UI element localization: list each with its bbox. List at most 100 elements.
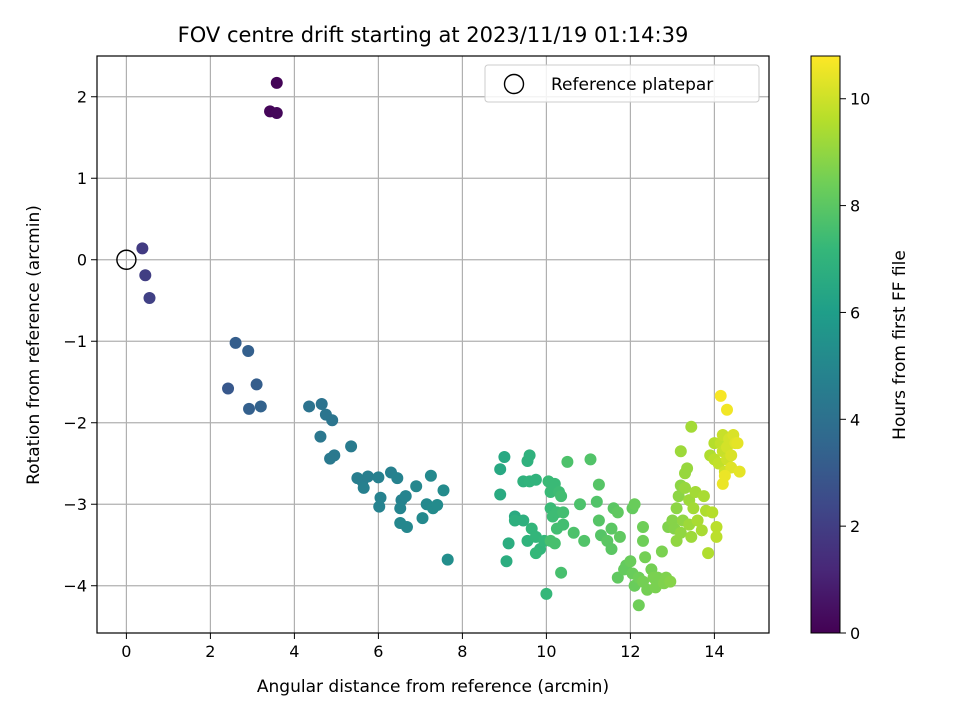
data-point [399, 490, 412, 503]
data-point [315, 397, 328, 410]
data-point [270, 76, 283, 89]
data-point [254, 400, 267, 413]
plot-frame [96, 55, 770, 634]
y-axis-label: Rotation from reference (arcmin) [24, 205, 44, 485]
data-point [687, 502, 700, 515]
y-tick-label: 1 [77, 169, 87, 188]
data-point [139, 269, 152, 282]
data-point [706, 506, 719, 519]
data-point [557, 506, 570, 519]
data-point [611, 506, 624, 519]
colorbar-gradient [810, 55, 841, 634]
x-tick-label: 4 [289, 642, 299, 661]
colorbar-tick-label: 10 [850, 90, 870, 109]
data-point [424, 469, 437, 482]
data-point [270, 107, 283, 120]
data-point [710, 521, 723, 534]
data-point [437, 484, 450, 497]
data-point [695, 524, 708, 537]
x-tick-label: 14 [704, 642, 724, 661]
data-point [655, 545, 668, 558]
data-point [372, 471, 385, 484]
data-point [517, 514, 530, 527]
data-point [391, 472, 404, 485]
data-point [632, 599, 645, 612]
data-point [394, 502, 407, 515]
data-point [592, 478, 605, 491]
data-point [590, 495, 603, 508]
data-point [243, 402, 256, 415]
y-tick-label: −1 [63, 332, 87, 351]
data-point [679, 481, 691, 494]
data-point [613, 530, 626, 543]
data-point [229, 336, 242, 349]
data-point [685, 420, 698, 433]
y-tick-label: 0 [77, 251, 87, 270]
colorbar-label: Hours from first FF file [890, 250, 910, 440]
x-axis-label: Angular distance from reference (arcmin) [257, 677, 609, 697]
data-point [674, 445, 687, 458]
colorbar-tick-label: 6 [850, 303, 860, 322]
data-point [357, 481, 370, 494]
data-point [685, 530, 698, 543]
data-point [410, 480, 423, 493]
chart-title: FOV centre drift starting at 2023/11/19 … [178, 23, 689, 47]
colorbar-tick-label: 2 [850, 517, 860, 536]
data-point [508, 514, 521, 527]
data-point [578, 534, 591, 547]
legend-reference-label: Reference platepar [551, 75, 713, 95]
data-point [373, 500, 386, 513]
x-tick-label: 2 [205, 642, 215, 661]
data-point [523, 449, 536, 462]
data-point [555, 490, 568, 503]
data-point [494, 463, 507, 476]
data-point [605, 543, 618, 556]
data-point [540, 587, 553, 600]
data-point [725, 449, 738, 462]
data-point [416, 512, 429, 525]
data-point [639, 551, 652, 564]
data-point [361, 470, 374, 483]
data-point [670, 502, 683, 515]
data-point [250, 378, 263, 391]
x-tick-label: 12 [620, 642, 640, 661]
data-point [611, 571, 624, 584]
x-tick-label: 10 [536, 642, 556, 661]
grid-lines [97, 56, 769, 633]
data-point [561, 455, 574, 468]
reference-marker [116, 249, 137, 270]
colorbar-tick-label: 8 [850, 197, 860, 216]
data-point [324, 452, 337, 465]
data-point [718, 469, 731, 482]
data-point [592, 514, 605, 527]
colorbar-tick-label: 0 [850, 624, 860, 643]
data-point [681, 462, 694, 475]
colorbar-ticks: 0 2 4 6 8 10 [840, 90, 870, 643]
data-point [584, 453, 597, 466]
data-point [574, 498, 586, 511]
data-point [222, 382, 235, 395]
data-point [555, 566, 568, 579]
legend-box [484, 64, 760, 103]
data-point [702, 547, 715, 560]
data-point [605, 522, 618, 535]
data-point [242, 345, 255, 358]
data-point [628, 498, 641, 511]
data-point [672, 490, 685, 503]
data-point [697, 490, 710, 503]
data-point [548, 537, 561, 550]
data-point [637, 534, 649, 547]
data-point [400, 521, 413, 534]
data-point [314, 430, 327, 443]
data-point [502, 537, 515, 550]
x-axis-ticks: 0 2 4 6 8 10 12 14 [121, 633, 725, 661]
data-point [143, 292, 156, 305]
data-point [431, 499, 444, 512]
y-tick-label: −4 [63, 577, 87, 596]
y-tick-label: 2 [77, 88, 87, 107]
legend-reference-marker [503, 73, 525, 95]
data-point [721, 403, 733, 416]
data-point [733, 465, 746, 478]
data-point [136, 242, 149, 255]
